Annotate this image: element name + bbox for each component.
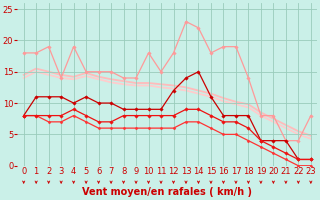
X-axis label: Vent moyen/en rafales ( km/h ): Vent moyen/en rafales ( km/h ) [82, 187, 252, 197]
